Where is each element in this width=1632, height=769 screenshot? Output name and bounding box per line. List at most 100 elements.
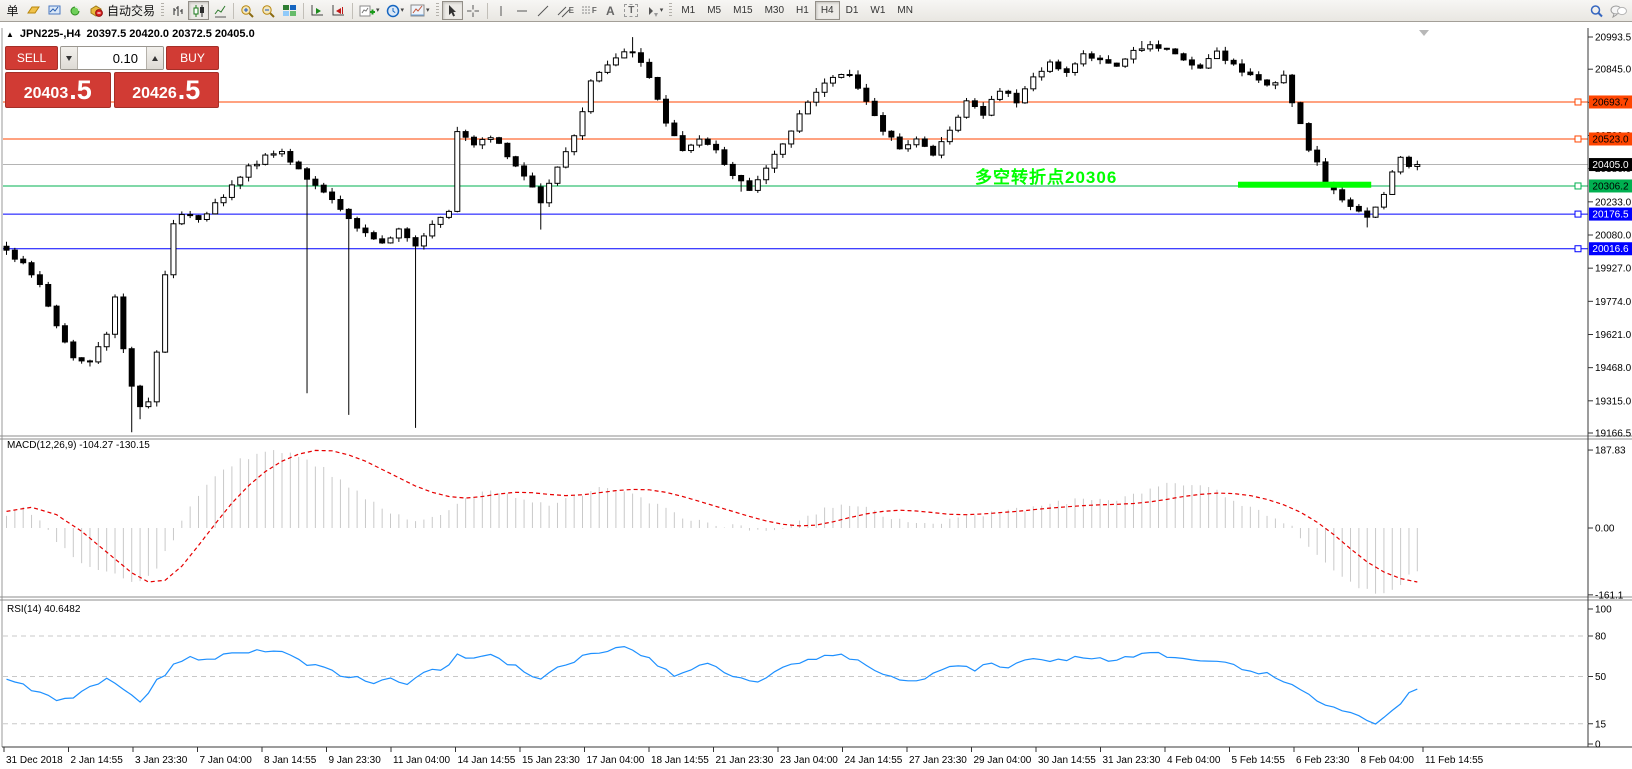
svg-text:19315.0: 19315.0 — [1595, 396, 1632, 407]
volume-decrease-button[interactable] — [61, 47, 78, 69]
time-axis-label: 18 Jan 14:55 — [651, 755, 709, 766]
toolbar-gripper[interactable] — [669, 3, 673, 18]
buy-price-display[interactable]: 20426 .5 — [113, 72, 219, 108]
crosshair-icon[interactable] — [463, 1, 484, 20]
chart-text-annotation: 多空转折点20306 — [975, 168, 1118, 187]
arrows-tool-icon[interactable]: ▾ — [642, 1, 667, 20]
timeframe-h1[interactable]: H1 — [796, 5, 809, 16]
svg-text:19166.5: 19166.5 — [1595, 429, 1632, 440]
buy-button[interactable]: BUY — [166, 46, 219, 70]
price-line-label — [1589, 95, 1632, 109]
time-axis-label: 4 Feb 04:00 — [1167, 755, 1221, 766]
timeframe-d1[interactable]: D1 — [845, 5, 859, 16]
dropdown-arrow-icon[interactable]: ▾ — [659, 7, 664, 14]
dropdown-arrow-icon[interactable]: ▾ — [376, 7, 380, 14]
timeframe-m30[interactable]: M30 — [764, 5, 785, 16]
volume-input[interactable] — [78, 47, 146, 69]
signals-icon[interactable] — [65, 1, 86, 20]
horizontal-line-tool-icon[interactable] — [512, 1, 533, 20]
text-tool-icon[interactable]: A — [600, 1, 621, 20]
time-axis-label: 23 Jan 04:00 — [780, 755, 838, 766]
svg-text:-161.1: -161.1 — [1595, 590, 1624, 601]
time-axis-label: 5 Feb 14:55 — [1232, 755, 1286, 766]
timeframe-w1[interactable]: W1 — [870, 5, 886, 16]
autotrading-button[interactable]: 自动交易 — [86, 1, 158, 20]
toolbar-separator — [486, 2, 488, 19]
ohlc-values: 20397.5 20420.0 20372.5 20405.0 — [86, 28, 255, 40]
time-axis-label: 31 Jan 23:30 — [1103, 755, 1161, 766]
fibonacci-tool-letter: F — [591, 6, 597, 15]
time-axis-label: 11 Feb 14:55 — [1425, 755, 1484, 766]
svg-text:0: 0 — [1595, 740, 1601, 751]
time-axis-label: 6 Feb 23:30 — [1296, 755, 1350, 766]
price-line-label — [1589, 207, 1632, 221]
svg-text:80: 80 — [1595, 632, 1607, 643]
price-line-label — [1589, 242, 1632, 256]
market-watch-icon[interactable] — [44, 1, 65, 20]
svg-text:187.83: 187.83 — [1595, 446, 1626, 457]
svg-text:20176.5: 20176.5 — [1592, 210, 1629, 221]
zoom-out-icon[interactable] — [258, 1, 279, 20]
svg-text:100: 100 — [1595, 605, 1612, 616]
chart-shift-marker[interactable] — [1419, 30, 1429, 36]
chat-icon[interactable] — [1607, 1, 1630, 20]
svg-text:19774.0: 19774.0 — [1595, 297, 1632, 308]
dropdown-arrow-icon[interactable]: ▾ — [426, 7, 430, 14]
vertical-line-tool-icon[interactable] — [491, 1, 512, 20]
new-order-button[interactable]: 单 — [6, 4, 19, 18]
zoom-in-icon[interactable] — [237, 1, 258, 20]
line-chart-icon[interactable] — [209, 1, 230, 20]
main-toolbar: 单 自动交易 ▾ ▾ — [0, 0, 1632, 22]
rsi-pane: 100 80 50 15 0 — [3, 605, 1612, 751]
bar-chart-icon[interactable] — [167, 1, 188, 20]
volume-increase-button[interactable] — [146, 47, 163, 69]
candlestick-chart-icon[interactable] — [188, 1, 210, 20]
svg-text:20016.6: 20016.6 — [1592, 244, 1629, 255]
one-click-trading-panel: SELL BUY 20403 .5 20426 .5 — [5, 46, 219, 108]
svg-text:19621.0: 19621.0 — [1595, 330, 1632, 341]
timeframe-mn[interactable]: MN — [897, 5, 913, 16]
templates-button[interactable]: ▾ — [407, 1, 433, 20]
trendline-tool-icon[interactable] — [533, 1, 554, 20]
triangle-up-icon — [152, 55, 158, 61]
time-axis-label: 17 Jan 04:00 — [587, 755, 645, 766]
toolbar-gripper[interactable] — [161, 3, 165, 18]
svg-text:19927.0: 19927.0 — [1595, 264, 1632, 275]
timeframe-m15[interactable]: M15 — [733, 5, 753, 16]
chart-header: ▲ JPN225-,H4 20397.5 20420.0 20372.5 204… — [6, 28, 255, 40]
fibonacci-tool-icon[interactable]: F — [577, 1, 600, 20]
search-icon[interactable] — [1586, 1, 1607, 20]
tile-windows-icon[interactable] — [279, 1, 300, 20]
svg-text:20405.0: 20405.0 — [1592, 160, 1629, 171]
label-tool-letter: T — [624, 4, 639, 17]
timeframe-m1[interactable]: M1 — [681, 5, 696, 16]
macd-indicator-label: MACD(12,26,9) -104.27 -130.15 — [7, 440, 150, 451]
time-axis-label: 14 Jan 14:55 — [458, 755, 516, 766]
periods-button[interactable]: ▾ — [383, 1, 408, 20]
buy-price-pips: .5 — [177, 75, 201, 105]
sell-button[interactable]: SELL — [5, 46, 58, 70]
svg-text:19468.0: 19468.0 — [1595, 363, 1632, 374]
price-axis: 20993.520845.020692.020539.020386.020233… — [1574, 33, 1632, 440]
add-indicator-button[interactable]: ▾ — [356, 1, 383, 20]
metaeditor-icon[interactable] — [23, 1, 44, 20]
collapse-icon[interactable]: ▲ — [6, 29, 14, 39]
autoscroll-icon[interactable] — [307, 1, 328, 20]
svg-text:20845.0: 20845.0 — [1595, 65, 1632, 76]
thick-trendline[interactable] — [1238, 181, 1372, 188]
time-axis-label: 24 Jan 14:55 — [845, 755, 903, 766]
timeframe-m5[interactable]: M5 — [707, 5, 722, 16]
timeframe-h4[interactable]: H4 — [814, 1, 840, 20]
label-tool-icon[interactable]: T — [621, 1, 642, 20]
cursor-icon[interactable] — [441, 1, 463, 20]
sell-price-display[interactable]: 20403 .5 — [5, 72, 111, 108]
time-axis-label: 31 Dec 2018 — [6, 755, 63, 766]
macd-pane: 187.83 0.00 -161.1 — [6, 446, 1626, 601]
dropdown-arrow-icon[interactable]: ▾ — [400, 7, 405, 14]
svg-text:20993.5: 20993.5 — [1595, 33, 1632, 44]
toolbar-gripper[interactable] — [435, 3, 439, 18]
symbol-period-label: JPN225-,H4 — [19, 28, 81, 40]
equidistant-channel-tool-icon[interactable]: E — [554, 1, 577, 20]
chart-shift-icon[interactable] — [328, 1, 349, 20]
